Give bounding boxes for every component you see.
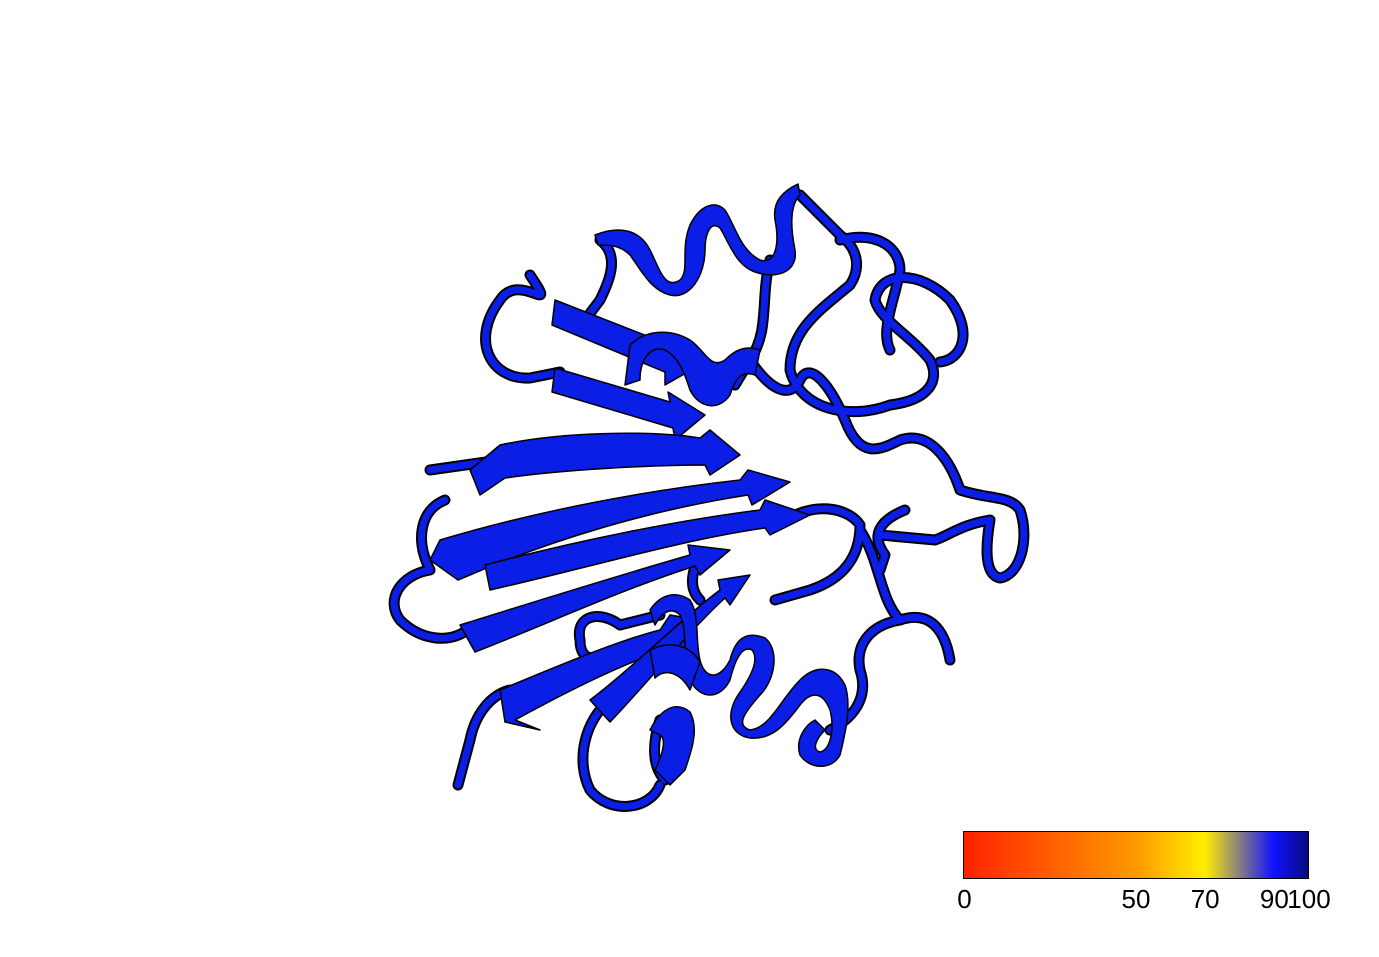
colorbar-tick-label: 70 <box>1190 884 1220 914</box>
beta-strand <box>551 367 706 441</box>
alpha-helix <box>624 331 761 407</box>
colorbar-tick-label: 0 <box>957 884 972 914</box>
colorbar-tick-label: 100 <box>1287 884 1331 914</box>
beta-strand <box>459 544 731 653</box>
confidence-colorbar <box>963 831 1309 879</box>
alpha-helix <box>594 183 801 297</box>
beta-strand <box>429 469 791 581</box>
alpha-helix <box>649 594 849 767</box>
alpha-helix <box>649 706 695 786</box>
colorbar-tick-label: 50 <box>1121 884 1151 914</box>
beta-strand <box>484 499 811 591</box>
colorbar-tick-label: 90 <box>1259 884 1289 914</box>
beta-strand <box>469 429 741 496</box>
alpha-helix <box>649 644 701 691</box>
